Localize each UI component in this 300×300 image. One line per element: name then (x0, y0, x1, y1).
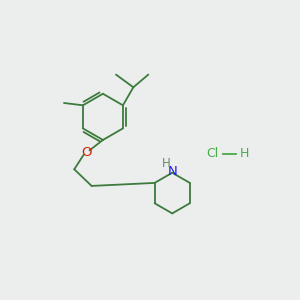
Text: Cl: Cl (207, 147, 219, 160)
Text: O: O (81, 146, 92, 159)
Text: H: H (240, 147, 249, 160)
Text: N: N (167, 165, 177, 178)
Text: H: H (162, 158, 171, 170)
